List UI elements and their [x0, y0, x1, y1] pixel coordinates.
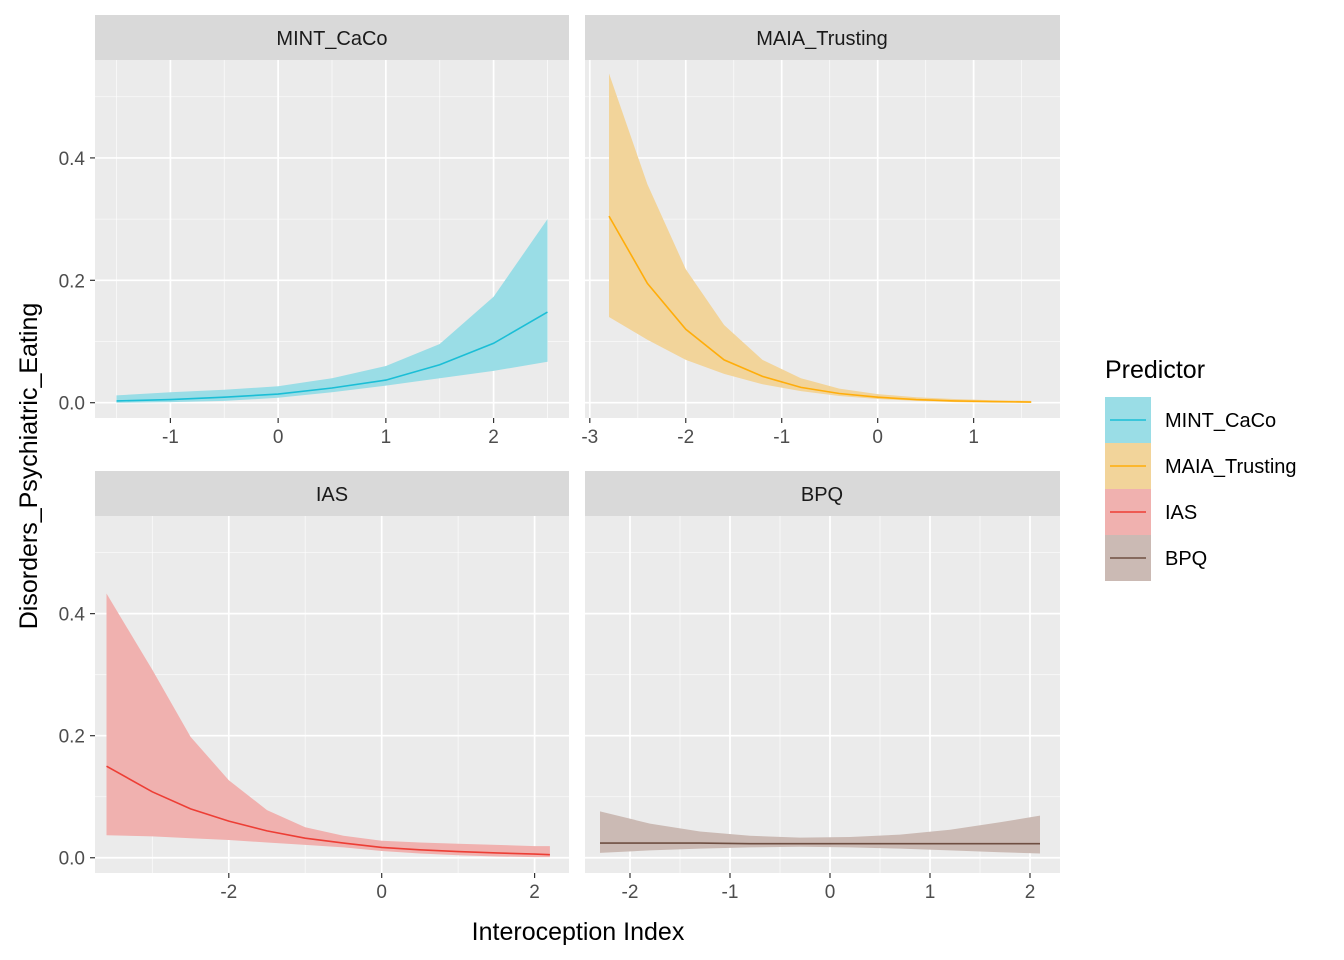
x-tick-label: 1: [968, 427, 979, 448]
series-line: [116, 311, 548, 402]
x-axis: -3 -2 -1 0 1: [581, 418, 979, 448]
legend-key: [1105, 535, 1151, 581]
strip-label: BPQ: [801, 484, 843, 506]
strip-background: [95, 471, 569, 516]
x-tick-label: -2: [220, 882, 237, 903]
strip-background: [585, 471, 1060, 516]
x-tick-label: 2: [1025, 882, 1036, 903]
x-axis: -2 -1 0 1 2: [622, 873, 1036, 903]
x-tick-label: 0: [872, 427, 883, 448]
x-tick-label: 2: [488, 427, 499, 448]
x-tick-label: -2: [677, 427, 694, 448]
x-axis: -2 0 2: [220, 873, 540, 903]
grid: [95, 516, 569, 873]
x-tick-label: 0: [376, 882, 387, 903]
x-tick-label: 0: [273, 427, 284, 448]
y-axis: 0.0 0.2 0.4: [59, 149, 95, 415]
y-tick-label: 0.4: [59, 605, 86, 626]
series-line: [106, 765, 550, 856]
data-marks: [600, 811, 1040, 854]
confidence-band: [116, 219, 548, 403]
legend-label: BPQ: [1165, 548, 1207, 570]
x-axis-title: Interoception Index: [472, 918, 685, 946]
strip-label: IAS: [316, 484, 348, 506]
data-marks: [608, 73, 1032, 403]
legend: Predictor MINT_CaCo MAIA_Trusting IAS BPQ: [1105, 356, 1297, 581]
confidence-band: [106, 593, 550, 858]
confidence-band: [609, 73, 1032, 403]
x-tick-label: -1: [773, 427, 790, 448]
strip-label: MAIA_Trusting: [756, 28, 888, 50]
y-tick-label: 0.4: [59, 149, 86, 170]
x-axis: -1 0 1 2: [162, 418, 499, 448]
series-line: [608, 215, 1032, 403]
legend-key: [1105, 397, 1151, 443]
legend-label: IAS: [1165, 502, 1197, 524]
series-line: [600, 842, 1040, 845]
panel-maia-trusting: MAIA_Trusting -3 -2 -1 0 1: [581, 15, 1060, 448]
x-tick-label: 1: [381, 427, 392, 448]
strip-label: MINT_CaCo: [276, 28, 387, 50]
y-tick-label: 0.0: [59, 849, 85, 870]
panel-ias: IAS 0.0 0.2 0.4 -2 0 2: [59, 471, 569, 903]
x-tick-label: -3: [581, 427, 598, 448]
x-tick-label: 0: [825, 882, 836, 903]
x-tick-label: -2: [622, 882, 639, 903]
x-tick-label: -1: [162, 427, 179, 448]
y-axis: 0.0 0.2 0.4: [59, 605, 95, 870]
panel-mint-caco: MINT_CaCo 0.0 0.2 0.4 -1 0 1 2: [59, 15, 569, 448]
y-tick-label: 0.2: [59, 727, 85, 748]
data-marks: [106, 593, 550, 858]
legend-key: [1105, 489, 1151, 535]
x-tick-label: 2: [529, 882, 540, 903]
legend-key: [1105, 443, 1151, 489]
x-tick-label: -1: [722, 882, 739, 903]
grid: [585, 516, 1060, 873]
strip-background: [585, 15, 1060, 60]
panel-bpq: BPQ -2 -1 0 1 2: [585, 471, 1060, 903]
x-tick-label: 1: [925, 882, 936, 903]
y-axis-title: Disorders_Psychiatric_Eating: [15, 303, 43, 630]
legend-items: MINT_CaCo MAIA_Trusting IAS BPQ: [1105, 397, 1297, 581]
y-tick-label: 0.0: [59, 394, 85, 415]
strip-background: [95, 15, 569, 60]
data-marks: [116, 219, 548, 403]
plot-area: [585, 516, 1060, 873]
legend-title: Predictor: [1105, 356, 1205, 384]
legend-label: MAIA_Trusting: [1165, 456, 1297, 478]
legend-label: MINT_CaCo: [1165, 410, 1276, 432]
y-tick-label: 0.2: [59, 271, 85, 292]
